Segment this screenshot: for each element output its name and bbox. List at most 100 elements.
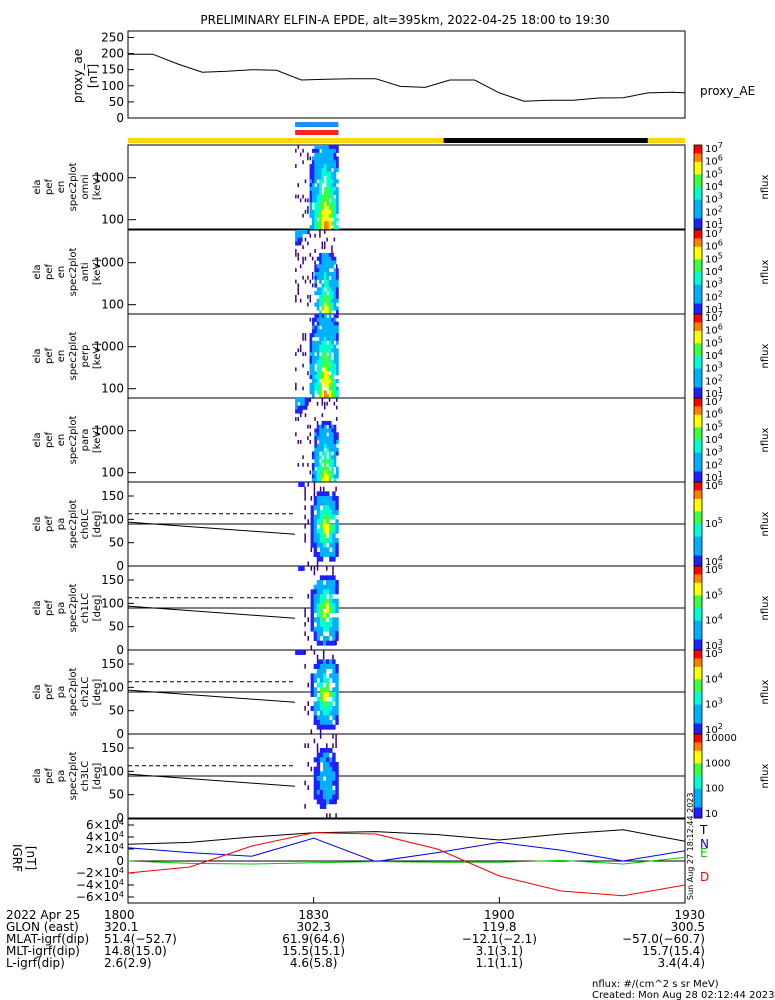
pitch-angle-pixel <box>335 640 337 646</box>
spectrogram-pixel <box>331 194 334 199</box>
spectrogram-pixel <box>311 272 314 276</box>
colorbar-swatch <box>694 681 702 685</box>
pitch-angle-pixel <box>322 626 327 632</box>
spectrogram-pixel <box>314 283 318 288</box>
pitch-angle-pixel <box>335 771 339 777</box>
pitch-angle-pixel <box>332 771 336 777</box>
spectrogram-pixel <box>333 167 337 173</box>
pitch-angle-pixel <box>332 556 336 562</box>
pitch-angle-pixel <box>329 584 333 590</box>
spectrogram-pixel <box>309 213 313 218</box>
colorbar-swatch <box>694 511 702 514</box>
pitch-angle-pixel <box>329 780 333 786</box>
pitch-angle-pixel <box>319 575 324 581</box>
colorbar-swatch <box>694 335 702 338</box>
pitch-angle-pixel <box>335 584 339 590</box>
colorbar-swatch <box>694 161 702 165</box>
pitch-angle-pixel <box>322 640 327 646</box>
pitch-angle-pixel <box>304 664 306 669</box>
spectrogram-pixel <box>331 202 334 207</box>
colorbar-tick-label: 106 <box>705 478 723 492</box>
spectrogram-pixel <box>319 183 322 188</box>
colorbar-swatch <box>694 671 702 674</box>
colorbar-swatch <box>694 673 702 676</box>
pitch-angle-pixel <box>313 785 318 791</box>
pitch-angle-pixel <box>319 524 324 529</box>
spectrogram-pixel <box>333 291 337 296</box>
colorbar-swatch <box>694 253 702 256</box>
spectrogram-pixel <box>321 325 325 330</box>
pitch-angle-pixel <box>322 804 327 809</box>
pitch-angle-pixel <box>329 757 333 763</box>
spectrogram-pixel <box>326 202 330 207</box>
colorbar-swatch <box>694 372 702 376</box>
spectrogram-pixel <box>326 287 330 292</box>
colorbar-swatch <box>694 205 702 209</box>
pitch-angle-pixel <box>319 626 324 632</box>
pitch-angle-pixel <box>326 612 330 618</box>
pitch-angle-ylabel-line: pef <box>44 516 55 533</box>
spectrogram-pixel <box>316 198 320 203</box>
pitch-angle-pixel <box>335 636 339 641</box>
spectrogram-pixel <box>316 424 320 429</box>
spectrogram-pixel <box>326 428 330 433</box>
colorbar-swatch <box>694 385 702 388</box>
pitch-angle-pixel <box>332 598 336 604</box>
spectrogram-pixel <box>319 164 322 169</box>
pitch-angle-pixel <box>319 510 324 515</box>
spectrogram-pixel <box>319 424 322 429</box>
pitch-angle-pixel <box>313 678 318 683</box>
spectrogram-pixel <box>314 213 318 218</box>
spectrogram-pixel <box>331 294 334 300</box>
colorbar-swatch <box>694 324 702 328</box>
colorbar-swatch <box>694 683 702 687</box>
spectrogram-pixel <box>316 352 320 357</box>
spectrogram-pixel <box>316 317 320 322</box>
colorbar-swatch <box>694 278 702 281</box>
spectrogram-pixel <box>316 333 320 338</box>
spectrogram-pixel <box>309 171 313 176</box>
spectrogram-pixel <box>336 148 339 153</box>
spectrogram-pixel <box>316 356 320 361</box>
colorbar-swatch <box>694 293 702 296</box>
igrf-tick-label: −6×104 <box>76 890 124 904</box>
pitch-angle-pixel <box>310 538 314 543</box>
spectrogram-pixel <box>323 245 326 250</box>
colorbar-swatch <box>694 561 702 565</box>
colorbar-swatch <box>694 356 702 359</box>
pitch-angle-pixel <box>319 715 324 721</box>
spectrogram-frame <box>127 397 686 483</box>
spectrogram-pixel <box>323 171 327 176</box>
pitch-angle-pixel <box>329 552 333 557</box>
pitch-angle-pixel <box>316 594 321 599</box>
pitch-angle-pixel <box>332 706 336 711</box>
spectrogram-pixel <box>321 474 325 479</box>
spectrogram-pixel <box>297 233 301 238</box>
pitch-angle-pixel <box>326 538 330 543</box>
pitch-angle-pixel <box>326 659 330 665</box>
spectrogram-pixel <box>314 249 316 253</box>
pitch-angle-pixel <box>310 729 313 734</box>
colorbar-swatch <box>694 303 702 307</box>
spectrogram-pixel <box>316 325 320 330</box>
pitch-angle-pixel <box>332 762 336 767</box>
footer-row-label: GLON (east) <box>6 920 79 934</box>
spectrogram-pixel <box>302 260 304 265</box>
pitch-angle-pixel <box>319 729 322 734</box>
spectrogram-pixel <box>309 252 312 257</box>
colorbar-tick-label: 10000 <box>705 733 737 744</box>
spectrogram-pixel <box>331 256 334 261</box>
spectrogram-pixel <box>314 190 318 195</box>
spectrogram-pixel <box>321 241 324 246</box>
spectrogram-pixel <box>295 241 298 246</box>
spectrogram-pixel <box>316 306 320 311</box>
spectrogram-pixel <box>321 225 325 230</box>
spectrogram-pixel <box>328 459 332 464</box>
colorbar-swatch <box>694 174 702 177</box>
colorbar-swatch <box>694 645 702 649</box>
pitch-angle-pixel <box>335 552 339 557</box>
spectrogram-pixel <box>319 275 322 280</box>
pitch-angle-pixel <box>322 524 327 529</box>
spectrogram-pixel <box>323 436 327 441</box>
spectrogram-pixel <box>311 167 315 173</box>
